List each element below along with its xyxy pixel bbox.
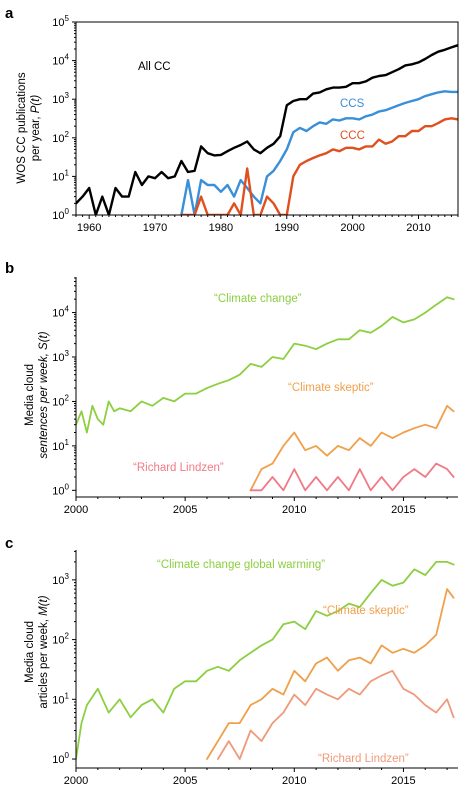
y-tick-label-b: 102 — [52, 393, 69, 408]
axes-a — [75, 22, 458, 216]
series-label-ccc: CCC — [340, 130, 365, 142]
y-tick-label-c: 101 — [52, 691, 69, 706]
x-tick-label-c: 2015 — [391, 775, 415, 787]
series-line-c-0 — [76, 561, 455, 760]
y-tick-label-c: 102 — [52, 632, 69, 647]
x-tick-label-b: 2005 — [173, 504, 197, 516]
y-tick-label-a: 103 — [52, 91, 69, 106]
series-line-b-2 — [249, 462, 455, 492]
y-tick-label-b: 100 — [52, 482, 69, 497]
y-tick-label-b: 103 — [52, 349, 69, 364]
x-tick-label-a: 1990 — [275, 222, 299, 234]
series-label-climate-skeptic-b: “Climate skeptic” — [288, 382, 374, 394]
x-tick-label-b: 2010 — [282, 504, 306, 516]
panel-c-ylabel: Media cloud articles per week, M(t) — [24, 595, 50, 708]
y-tick-label-c: 100 — [52, 751, 69, 766]
y-tick-label-a: 101 — [52, 168, 69, 183]
panel-a-letter: a — [5, 5, 14, 22]
panel-b: b Media cloud sentences per week, S(t) 20… — [5, 260, 458, 516]
x-tick-label-b: 2015 — [391, 504, 415, 516]
series-label-climate-change: “Climate change” — [214, 293, 302, 305]
panel-c-plot: 2000 2005 2010 2015 100 101 102 103 — [52, 550, 458, 787]
series-line-a-1 — [180, 90, 458, 215]
panel-c: c Media cloud articles per week, M(t) 200… — [5, 535, 458, 787]
series-line-a-0 — [76, 44, 458, 215]
panel-a-plot: 1960 1970 1980 1990 2000 2010 100 101 102 103 104 1… — [52, 14, 459, 234]
x-tick-label-b: 2000 — [64, 504, 88, 516]
y-tick-label-a: 100 — [52, 207, 69, 222]
series-line-a-2 — [180, 117, 458, 215]
y-tick-label-c: 103 — [52, 572, 69, 587]
panel-b-plot: 2000 2005 2010 2015 100 101 102 103 104 — [52, 277, 458, 516]
panel-b-letter: b — [5, 260, 14, 277]
y-tick-label-a: 102 — [52, 130, 69, 145]
series-line-c-1 — [206, 588, 455, 760]
x-tick-label-a: 1970 — [143, 222, 167, 234]
axes-frame-a — [76, 21, 459, 215]
series-label-climate-change-global-warming: “Climate change global warming” — [157, 559, 325, 571]
x-tick-label-c: 2010 — [282, 775, 306, 787]
series-label-richard-lindzen-c: “Richard Lindzen” — [318, 753, 409, 765]
y-tick-label-a: 105 — [52, 14, 69, 29]
series-label-all-cc: All CC — [138, 61, 171, 73]
x-tick-label-c: 2000 — [64, 775, 88, 787]
panel-c-letter: c — [5, 535, 13, 552]
panel-a: a WOS CC publications per year, P(t) 1960… — [5, 5, 459, 234]
series-label-ccs: CCS — [340, 98, 365, 110]
x-tick-label-a: 1960 — [77, 222, 101, 234]
x-tick-label-c: 2005 — [173, 775, 197, 787]
series-line-b-1 — [249, 404, 455, 492]
panel-b-ylabel: Media cloud sentences per week, S(t) — [24, 331, 50, 458]
y-tick-label-a: 104 — [52, 53, 69, 68]
series-line-c-2 — [216, 669, 455, 760]
y-tick-label-b: 104 — [52, 305, 69, 320]
series-line-b-0 — [76, 296, 455, 434]
x-tick-label-a: 2000 — [340, 222, 364, 234]
y-tick-label-b: 101 — [52, 438, 69, 453]
x-tick-label-a: 1980 — [209, 222, 233, 234]
series-label-richard-lindzen-b: “Richard Lindzen” — [133, 462, 224, 474]
panel-a-ylabel: WOS CC publications per year, P(t) — [16, 72, 42, 183]
series-label-climate-skeptic-c: “Climate skeptic” — [323, 605, 409, 617]
x-tick-label-a: 2010 — [406, 222, 430, 234]
